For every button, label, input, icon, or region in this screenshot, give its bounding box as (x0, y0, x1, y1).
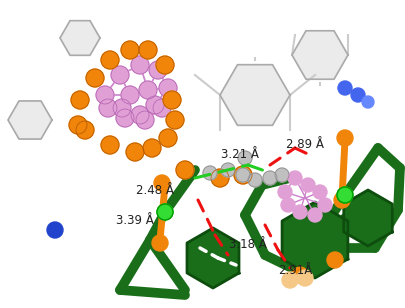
Circle shape (262, 171, 276, 185)
Circle shape (146, 96, 164, 114)
Polygon shape (187, 228, 239, 288)
Circle shape (237, 151, 252, 165)
Circle shape (131, 106, 149, 124)
Circle shape (126, 143, 144, 161)
Circle shape (300, 178, 314, 192)
Circle shape (307, 208, 321, 222)
Circle shape (69, 116, 87, 134)
Circle shape (291, 267, 307, 283)
Text: 3.39 Å: 3.39 Å (116, 213, 153, 226)
Circle shape (47, 222, 63, 238)
Circle shape (156, 56, 174, 74)
Circle shape (296, 270, 312, 286)
Circle shape (96, 86, 114, 104)
Circle shape (211, 169, 228, 187)
Circle shape (326, 252, 342, 268)
Circle shape (336, 187, 352, 203)
Text: 2.91Å: 2.91Å (277, 264, 311, 277)
Polygon shape (281, 202, 347, 278)
Circle shape (99, 99, 117, 117)
Circle shape (247, 173, 261, 187)
Circle shape (86, 69, 104, 87)
Text: 2.48 Å: 2.48 Å (136, 184, 174, 197)
Circle shape (287, 171, 301, 185)
Circle shape (101, 136, 119, 154)
Circle shape (235, 168, 249, 182)
Polygon shape (343, 190, 391, 246)
Circle shape (157, 204, 173, 220)
Circle shape (312, 185, 326, 199)
Circle shape (159, 129, 177, 147)
Circle shape (317, 198, 331, 212)
Circle shape (149, 61, 166, 79)
Circle shape (153, 99, 171, 117)
Circle shape (281, 272, 297, 288)
Circle shape (101, 51, 119, 69)
Circle shape (333, 192, 349, 208)
Circle shape (166, 111, 183, 129)
Circle shape (139, 81, 157, 99)
Circle shape (277, 185, 291, 199)
Circle shape (337, 81, 351, 95)
Circle shape (162, 91, 181, 109)
Circle shape (143, 139, 161, 157)
Circle shape (121, 86, 139, 104)
Circle shape (159, 79, 177, 97)
Circle shape (336, 130, 352, 146)
Polygon shape (60, 21, 100, 55)
Text: 3.21 Å: 3.21 Å (220, 148, 258, 161)
Circle shape (131, 56, 149, 74)
Circle shape (151, 235, 168, 251)
Text: 3.18 Å: 3.18 Å (228, 238, 266, 252)
Circle shape (361, 96, 373, 108)
Circle shape (350, 88, 364, 102)
Circle shape (76, 121, 94, 139)
Circle shape (220, 163, 234, 177)
Polygon shape (220, 65, 289, 125)
Circle shape (233, 166, 252, 184)
Text: 2.89 Å: 2.89 Å (285, 139, 323, 152)
Circle shape (111, 66, 129, 84)
Circle shape (292, 205, 306, 219)
Circle shape (202, 166, 216, 180)
Circle shape (121, 41, 139, 59)
Circle shape (280, 198, 294, 212)
Circle shape (175, 161, 194, 179)
Circle shape (139, 41, 157, 59)
Circle shape (71, 91, 89, 109)
Polygon shape (291, 31, 347, 79)
Circle shape (136, 111, 153, 129)
Circle shape (274, 168, 288, 182)
Circle shape (113, 99, 131, 117)
Circle shape (116, 109, 134, 127)
Polygon shape (8, 101, 52, 139)
Circle shape (153, 175, 170, 191)
